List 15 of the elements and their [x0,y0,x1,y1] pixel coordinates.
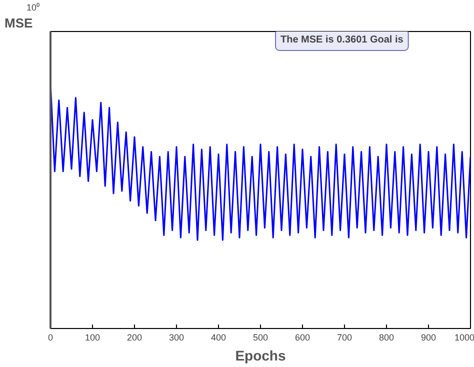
x-tick-label: 900 [420,332,436,342]
text: 10⁰ [26,2,40,12]
x-tick-label: 700 [336,332,352,342]
x-tick-label: 0 [48,332,54,342]
text: The MSE is 0.3601 Goal is [280,34,404,46]
x-axis-title: Epochs [235,348,286,364]
x-tick-label: 1000 [454,332,474,342]
x-tick-label: 100 [84,332,100,342]
x-tick-label: 300 [168,332,184,342]
x-tick-label: 400 [210,332,226,342]
x-tick-label: 600 [294,332,310,342]
x-tick-label: 800 [378,332,394,342]
y-axis-title: MSE [4,16,33,30]
x-tick-label: 500 [252,332,268,342]
x-tick-label: 200 [126,332,142,342]
